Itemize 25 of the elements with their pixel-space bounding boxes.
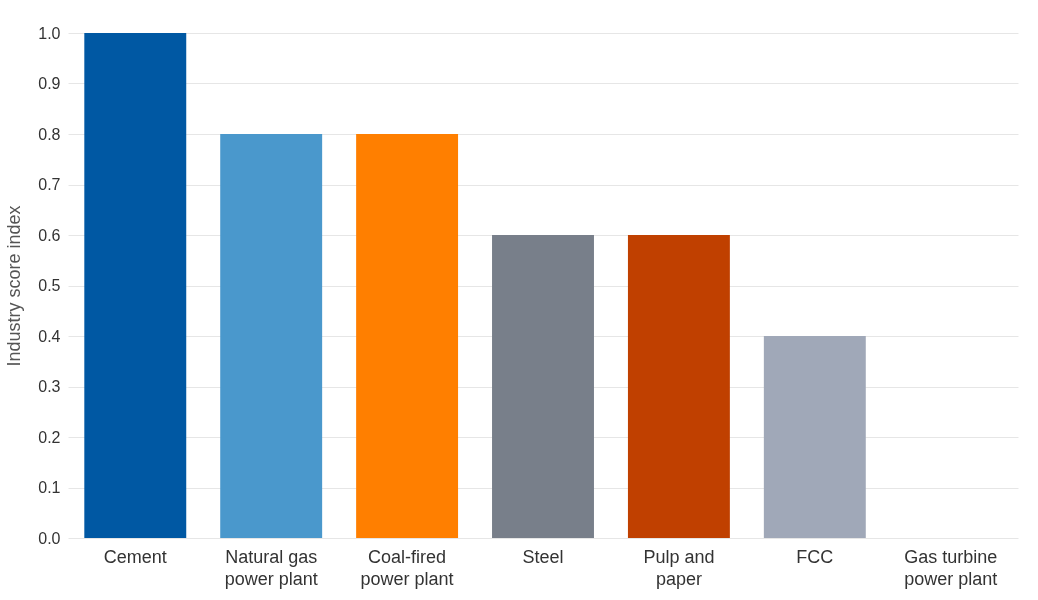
bar [492, 235, 594, 538]
x-tick-label: Cement [103, 546, 167, 567]
y-tick-label: 0.9 [38, 75, 61, 92]
y-tick-label: 0.6 [38, 226, 61, 244]
y-tick-label: 0.0 [38, 529, 61, 547]
bar [763, 336, 866, 538]
x-tick-label: Coal-fired power plant [360, 546, 454, 589]
y-tick-label: 1.0 [38, 24, 61, 42]
bar [627, 235, 730, 538]
x-tick-label: Natural gas power plant [224, 546, 318, 589]
y-axis-title: Industry score index [4, 205, 25, 367]
y-tick-label: 0.1 [38, 479, 61, 496]
y-tick-label: 0.4 [38, 327, 61, 345]
y-tick-label: 0.7 [38, 176, 61, 193]
y-tick-label: 0.5 [38, 277, 61, 294]
x-tick-label: FCC [796, 546, 834, 567]
y-tick-label: 0.3 [38, 378, 61, 395]
y-tick-label: 0.2 [38, 428, 61, 446]
x-tick-label: Gas turbine power plant [904, 546, 998, 589]
bar [220, 134, 323, 538]
y-tick-label: 0.8 [38, 125, 61, 143]
bar [84, 33, 187, 538]
x-tick-label: Pulp and paper [643, 546, 715, 589]
x-tick-label: Steel [522, 546, 564, 567]
bar [356, 134, 459, 538]
